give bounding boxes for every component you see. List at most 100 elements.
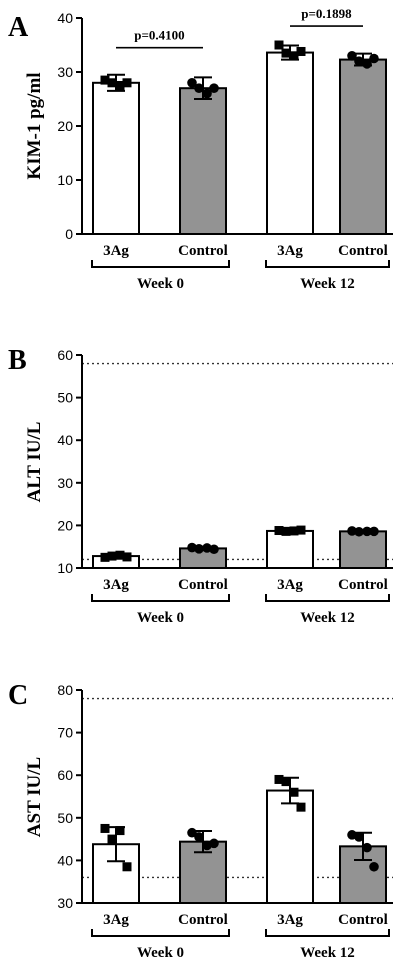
category-label: Control bbox=[338, 577, 388, 593]
data-point bbox=[122, 552, 132, 562]
data-point bbox=[209, 544, 219, 555]
data-point bbox=[100, 552, 110, 562]
data-point bbox=[115, 81, 125, 90]
group-bracket bbox=[91, 929, 230, 937]
data-point bbox=[347, 526, 357, 536]
data-point bbox=[100, 75, 110, 85]
data-point bbox=[281, 48, 291, 58]
category-label: 3Ag bbox=[103, 243, 129, 259]
data-point bbox=[209, 838, 219, 849]
bar bbox=[266, 789, 314, 905]
bar bbox=[179, 87, 227, 235]
data-point bbox=[100, 823, 110, 833]
data-point bbox=[296, 525, 306, 535]
y-axis-label: AST IU/L bbox=[24, 757, 45, 837]
y-tick-label: 10 bbox=[57, 560, 73, 576]
group-bracket bbox=[265, 594, 390, 602]
data-point bbox=[274, 526, 284, 536]
data-point bbox=[115, 550, 125, 560]
data-point bbox=[296, 802, 306, 812]
data-point bbox=[296, 46, 306, 56]
data-point bbox=[369, 861, 379, 872]
bar bbox=[266, 529, 314, 569]
y-tick-label: 30 bbox=[57, 475, 73, 491]
group-bracket bbox=[265, 260, 390, 268]
group-bracket bbox=[91, 594, 230, 602]
group-label: Week 0 bbox=[137, 610, 184, 626]
category-label: Control bbox=[178, 243, 228, 259]
group-label: Week 0 bbox=[137, 945, 184, 961]
y-tick-label: 50 bbox=[57, 390, 73, 406]
y-tick-label: 80 bbox=[57, 682, 73, 698]
data-point bbox=[274, 40, 284, 50]
panel-letter: B bbox=[8, 345, 27, 376]
data-point bbox=[289, 526, 299, 536]
group-label: Week 12 bbox=[300, 610, 355, 626]
data-point bbox=[194, 832, 204, 842]
category-label: Control bbox=[178, 577, 228, 593]
group-bracket bbox=[91, 260, 230, 268]
y-axis-label: KIM-1 pg/ml bbox=[24, 72, 45, 179]
y-tick-label: 40 bbox=[57, 10, 73, 26]
y-tick-label: 20 bbox=[57, 118, 73, 134]
data-point bbox=[289, 787, 299, 797]
data-point bbox=[274, 774, 284, 784]
bar bbox=[339, 530, 387, 570]
data-point bbox=[347, 51, 357, 61]
data-point bbox=[194, 544, 204, 554]
y-tick-label: 70 bbox=[57, 725, 73, 741]
data-point bbox=[354, 56, 364, 66]
category-label: 3Ag bbox=[277, 243, 303, 259]
data-point bbox=[187, 78, 197, 88]
data-point bbox=[362, 842, 372, 853]
y-tick-label: 50 bbox=[57, 810, 73, 826]
category-label: Control bbox=[338, 912, 388, 928]
category-label: Control bbox=[338, 243, 388, 259]
data-point bbox=[362, 59, 372, 69]
group-label: Week 12 bbox=[300, 945, 355, 961]
bar bbox=[266, 51, 314, 236]
y-tick-label: 10 bbox=[57, 172, 73, 188]
data-point bbox=[209, 83, 219, 93]
data-point bbox=[187, 827, 197, 838]
data-point bbox=[194, 83, 204, 93]
category-label: Control bbox=[178, 912, 228, 928]
panel-letter: A bbox=[8, 12, 29, 43]
data-point bbox=[369, 53, 379, 64]
y-tick-label: 60 bbox=[57, 767, 73, 783]
y-tick-label: 0 bbox=[65, 226, 73, 242]
group-label: Week 12 bbox=[300, 276, 355, 292]
data-point bbox=[107, 551, 117, 561]
data-point bbox=[202, 88, 212, 99]
data-point bbox=[122, 78, 132, 88]
data-point bbox=[107, 78, 117, 88]
category-label: 3Ag bbox=[103, 912, 129, 928]
data-point bbox=[281, 777, 291, 787]
data-point bbox=[289, 51, 299, 61]
category-label: 3Ag bbox=[277, 912, 303, 928]
group-label: Week 0 bbox=[137, 276, 184, 292]
chart-panel-c: C AST IU/L 30 40 50 60 70 80 3Ag Control 3Ag Contro… bbox=[8, 680, 393, 961]
p-value-label: p=0.1898 bbox=[301, 6, 352, 21]
y-tick-label: 40 bbox=[57, 432, 73, 448]
category-label: 3Ag bbox=[103, 577, 129, 593]
category-label: 3Ag bbox=[277, 577, 303, 593]
group-bracket bbox=[265, 929, 390, 937]
data-point bbox=[115, 826, 125, 836]
data-point bbox=[369, 526, 379, 537]
y-tick-label: 40 bbox=[57, 852, 73, 868]
y-tick-label: 30 bbox=[57, 64, 73, 80]
panel-letter: C bbox=[8, 680, 28, 711]
data-point bbox=[354, 832, 364, 842]
data-point bbox=[281, 526, 291, 536]
data-point bbox=[122, 862, 132, 872]
chart-panel-b: B ALT IU/L 10 20 30 40 50 60 3Ag Control 3Ag Contro… bbox=[8, 345, 393, 626]
data-point bbox=[107, 834, 117, 844]
y-tick-label: 20 bbox=[57, 517, 73, 533]
bar bbox=[92, 81, 140, 235]
data-point bbox=[362, 526, 372, 537]
chart-panel-a: A KIM-1 pg/ml 0 10 20 30 40 3Ag Control 3Ag Contro… bbox=[8, 6, 393, 292]
bar bbox=[339, 58, 387, 235]
y-tick-label: 60 bbox=[57, 347, 73, 363]
